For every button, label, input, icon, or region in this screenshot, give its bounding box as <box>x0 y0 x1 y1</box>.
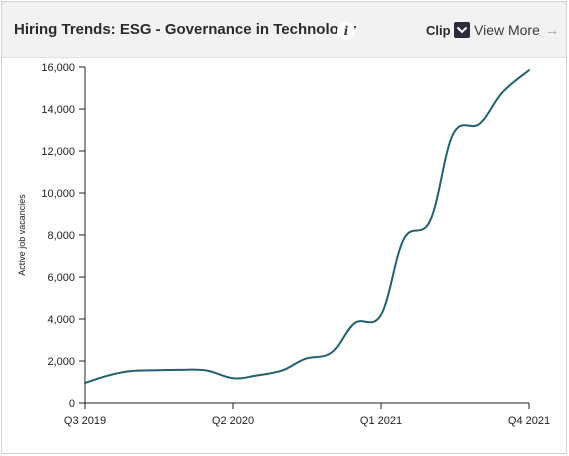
y-tick-label: 8,000 <box>47 230 75 242</box>
info-icon[interactable]: i <box>337 22 355 40</box>
y-tick-label: 16,000 <box>41 62 75 74</box>
y-tick-label: 0 <box>69 398 75 410</box>
x-tick-label: Q2 2020 <box>212 415 254 427</box>
arrow-right-icon: → <box>545 22 559 38</box>
y-axis-title: Active job vacancies <box>17 194 27 276</box>
clip-label: Clip <box>426 23 451 38</box>
clip-checkbox[interactable] <box>454 22 470 38</box>
series-line-active-job-vacancies <box>84 69 530 385</box>
y-tick-label: 12,000 <box>41 146 75 158</box>
y-tick-label: 10,000 <box>41 188 75 200</box>
y-tick-label: 2,000 <box>47 356 75 368</box>
card-header: Hiring Trends: ESG - Governance in Techn… <box>2 2 566 58</box>
y-tick-label: 14,000 <box>41 104 75 116</box>
card-title: Hiring Trends: ESG - Governance in Techn… <box>14 21 357 38</box>
x-tick-label: Q1 2021 <box>360 415 402 427</box>
y-tick-label: 6,000 <box>47 272 75 284</box>
y-tick-label: 4,000 <box>47 314 75 326</box>
x-tick-label: Q3 2019 <box>64 415 106 427</box>
chevron-down-icon <box>456 26 468 34</box>
x-tick-label: Q4 2021 <box>508 415 550 427</box>
view-more-link[interactable]: View More <box>474 22 540 38</box>
